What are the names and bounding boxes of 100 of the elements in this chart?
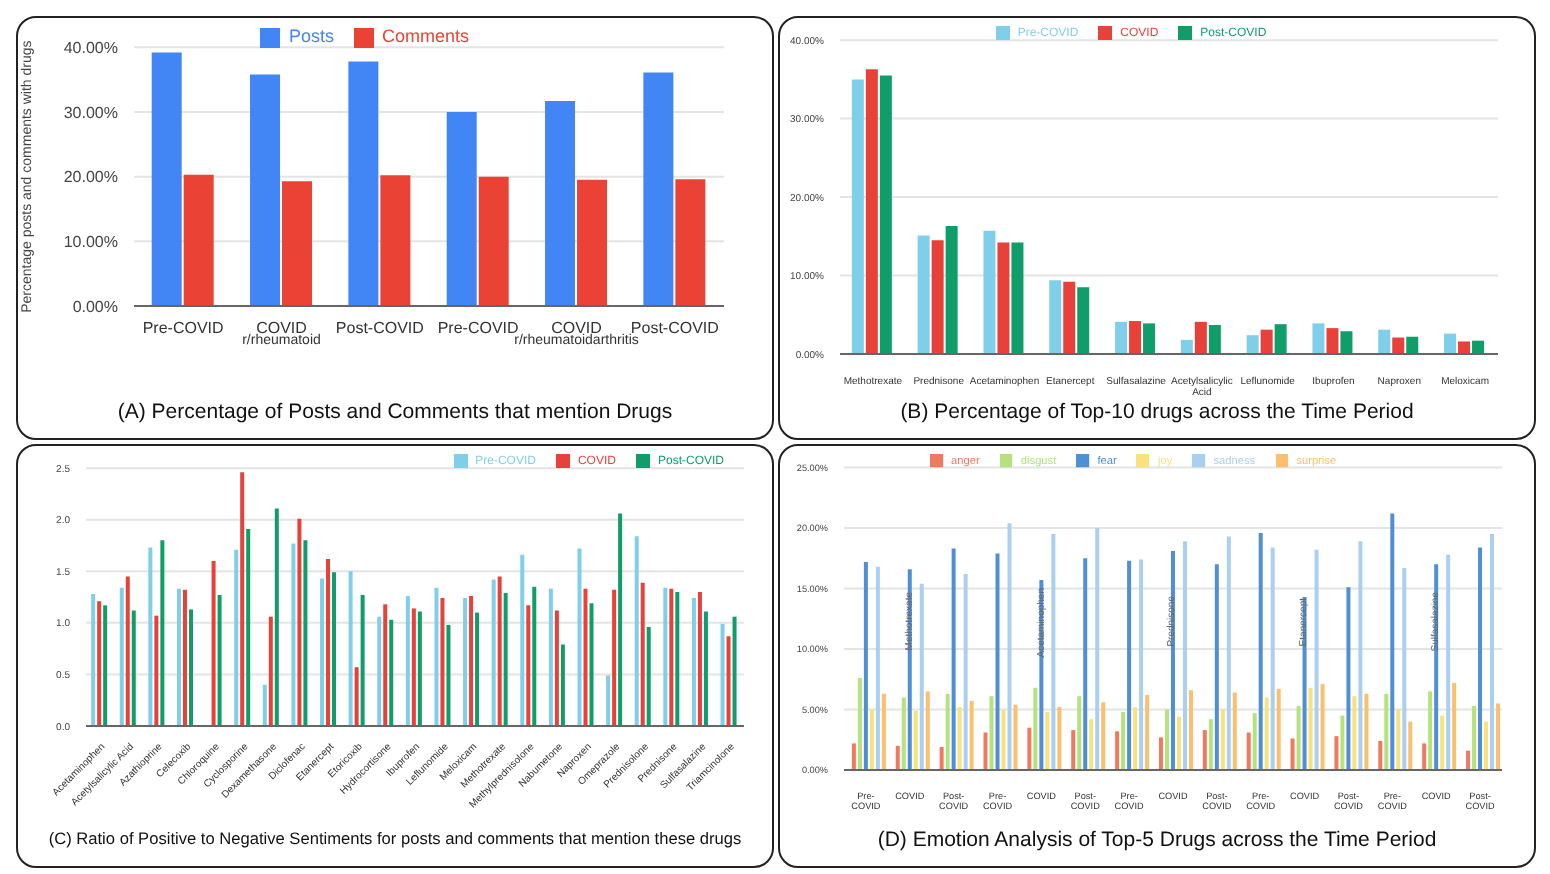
bar xyxy=(1129,321,1142,354)
bar xyxy=(969,701,974,770)
bar xyxy=(1320,684,1325,770)
bar xyxy=(282,181,313,306)
bar xyxy=(939,747,944,770)
bar xyxy=(389,619,394,726)
bar xyxy=(348,571,353,726)
bar xyxy=(383,604,388,726)
bar xyxy=(691,598,696,726)
bar xyxy=(1446,554,1451,770)
bar xyxy=(1208,719,1213,770)
bar xyxy=(1340,331,1353,354)
bar xyxy=(262,684,267,726)
bar xyxy=(405,596,410,726)
bar xyxy=(675,591,680,726)
bar xyxy=(234,549,239,726)
bar xyxy=(957,707,962,770)
bar xyxy=(151,52,182,306)
bar xyxy=(1252,713,1257,770)
bar xyxy=(901,697,906,770)
bar xyxy=(1472,340,1485,354)
bar xyxy=(1308,687,1313,770)
y-tick-label: 0.00% xyxy=(72,297,118,316)
bar xyxy=(1490,534,1495,770)
bar xyxy=(1127,560,1132,770)
bar xyxy=(1358,541,1363,770)
x-tick-label: Post-COVID xyxy=(630,319,720,338)
bar xyxy=(720,623,725,726)
bar xyxy=(240,472,245,726)
bar xyxy=(1139,559,1144,770)
bar xyxy=(188,609,193,726)
bar xyxy=(1049,280,1062,354)
bar xyxy=(875,566,880,770)
bar xyxy=(1232,692,1237,770)
bar xyxy=(1011,242,1024,354)
bar xyxy=(545,100,576,306)
bar xyxy=(1340,715,1345,770)
bar xyxy=(634,536,639,726)
bar xyxy=(1422,743,1427,770)
bar xyxy=(1246,335,1259,354)
bar xyxy=(643,72,674,306)
bar xyxy=(881,693,886,770)
bar xyxy=(1264,697,1269,770)
bar xyxy=(925,691,930,770)
y-tick-label: 40.00% xyxy=(63,38,118,57)
bar xyxy=(446,111,477,306)
bar xyxy=(250,74,281,306)
bar xyxy=(183,174,214,306)
bar xyxy=(669,588,674,726)
bar xyxy=(1071,730,1076,770)
text: (B) Percentage of Top-10 drugs across the Time Period xyxy=(898,400,1416,424)
bar xyxy=(895,745,900,770)
bar xyxy=(618,513,623,726)
bar xyxy=(1496,703,1501,770)
bar xyxy=(1176,716,1181,770)
bar xyxy=(869,709,874,770)
bar xyxy=(434,587,439,726)
x-tick-label: Post-COVID xyxy=(335,319,425,338)
bar xyxy=(1444,333,1457,354)
bar xyxy=(1182,541,1187,770)
bar xyxy=(348,61,379,306)
bar xyxy=(1115,731,1120,770)
bar xyxy=(1260,329,1273,354)
bar xyxy=(1390,513,1395,770)
bar xyxy=(997,242,1010,354)
bar xyxy=(469,596,474,726)
bar xyxy=(1378,329,1391,354)
bar xyxy=(732,616,737,726)
bar xyxy=(1033,687,1038,770)
bar xyxy=(360,595,365,726)
bar xyxy=(103,605,108,726)
bar xyxy=(1057,707,1062,770)
bar xyxy=(606,675,611,726)
bar xyxy=(532,586,537,726)
bar xyxy=(583,588,588,726)
bar xyxy=(951,548,956,770)
bar xyxy=(1013,704,1018,770)
bar xyxy=(1458,341,1471,354)
bar xyxy=(1095,528,1100,770)
bar xyxy=(983,732,988,770)
bar xyxy=(1121,711,1126,770)
bar xyxy=(865,69,878,354)
x-tick-label: Pre-COVID xyxy=(142,319,225,338)
bar xyxy=(520,554,525,726)
bar xyxy=(417,611,422,726)
bar xyxy=(97,601,102,726)
bar xyxy=(577,179,608,306)
bar xyxy=(663,587,668,726)
bar xyxy=(1089,719,1094,770)
bar xyxy=(182,589,187,726)
bar xyxy=(1396,709,1401,770)
bar xyxy=(380,175,411,306)
bar xyxy=(1378,740,1383,770)
bar xyxy=(1258,532,1263,770)
bar xyxy=(612,589,617,726)
bar xyxy=(1180,339,1193,354)
bar xyxy=(1226,536,1231,770)
bar xyxy=(995,553,1000,770)
bar xyxy=(1296,705,1301,770)
bar xyxy=(554,610,559,726)
